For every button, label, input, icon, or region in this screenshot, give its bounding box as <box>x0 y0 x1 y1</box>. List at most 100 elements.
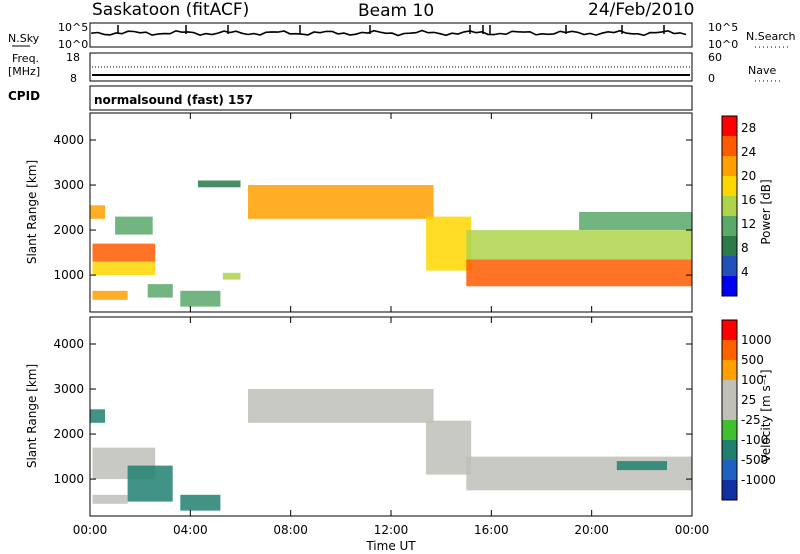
freq-tick-bottom: 8 <box>70 72 77 85</box>
power-y-label: Slant Range [km] <box>25 160 39 264</box>
noise-left-tick-top: 10^5 <box>58 21 88 34</box>
power-echo-region <box>248 185 434 219</box>
power-colorbar-swatch <box>722 176 737 197</box>
velocity-echo-region <box>92 494 128 504</box>
freq-panel: Freq. [MHz] 18 8 60 0 Nave <box>8 51 780 85</box>
velocity-colorbar-swatch <box>722 400 737 421</box>
freq-label-1: Freq. <box>12 52 39 65</box>
velocity-colorbar-tick: -1000 <box>741 473 776 487</box>
x-axis-label: Time UT <box>365 539 416 553</box>
nave-tick-top: 60 <box>708 51 722 64</box>
power-echo-region <box>92 290 128 300</box>
power-y-tick-label: 3000 <box>53 178 84 192</box>
velocity-colorbar: 1000 500 100 25 -25 -100 -500 -1000 <box>721 319 776 501</box>
velocity-colorbar-swatch <box>722 380 737 401</box>
velocity-colorbar-tick: -500 <box>741 453 768 467</box>
velocity-y-tick-label: 3000 <box>53 382 84 396</box>
power-colorbar-swatch <box>722 196 737 217</box>
noise-right-tick-bottom: 10^0 <box>708 38 738 51</box>
power-colorbar-tick: 8 <box>741 241 749 255</box>
power-echo-region <box>579 212 692 230</box>
noise-sky-line <box>91 29 687 37</box>
noise-panel-frame <box>89 22 693 48</box>
noise-trace <box>91 25 687 37</box>
nave-label: Nave <box>748 64 776 77</box>
velocity-colorbar-swatch <box>722 320 737 341</box>
power-y-tick-label: 2000 <box>53 223 84 237</box>
velocity-colorbar-swatch <box>722 480 737 501</box>
power-y-tick-label: 4000 <box>53 133 84 147</box>
power-colorbar-tick: 12 <box>741 217 756 231</box>
velocity-echo-region <box>180 494 221 511</box>
velocity-echo-region <box>90 409 105 423</box>
power-echoes <box>90 180 693 307</box>
x-tick-label: 08:00 <box>273 523 308 537</box>
power-y-axis: 1000 2000 3000 4000 <box>53 133 692 282</box>
freq-panel-frame <box>89 52 693 82</box>
velocity-colorbar-swatch <box>722 360 737 381</box>
x-tick-label: 00:00 <box>675 523 710 537</box>
power-y-tick-label: 1000 <box>53 268 84 282</box>
velocity-panel: 1000 2000 3000 4000 00:00 04:00 08:00 12:00 16:… <box>25 316 776 553</box>
power-colorbar-swatch <box>722 116 737 137</box>
cpid-label: CPID <box>8 89 40 103</box>
velocity-echo-region <box>248 389 434 423</box>
power-echo-region <box>92 261 156 276</box>
velocity-y-tick-label: 2000 <box>53 427 84 441</box>
velocity-colorbar-swatch <box>722 420 737 441</box>
power-colorbar-tick: 4 <box>741 265 749 279</box>
velocity-colorbar-tick: 1000 <box>741 333 772 347</box>
power-echo-region <box>180 290 221 307</box>
power-colorbar-tick: 16 <box>741 193 756 207</box>
beam-title: Beam 10 <box>358 1 434 21</box>
x-tick-label: 16:00 <box>474 523 509 537</box>
velocity-echo-region <box>616 461 667 471</box>
velocity-colorbar-tick: 100 <box>741 373 764 387</box>
date-title: 24/Feb/2010 <box>588 0 694 20</box>
velocity-y-label: Slant Range [km] <box>25 364 39 468</box>
power-echo-region <box>466 259 693 287</box>
power-colorbar-label: Power [dB] <box>759 179 773 244</box>
velocity-echo-region <box>426 420 472 475</box>
power-echo-region <box>90 205 105 219</box>
power-colorbar-swatch <box>722 256 737 277</box>
power-colorbar-tick: 20 <box>741 169 756 183</box>
power-colorbar: 4 8 12 16 20 24 28 <box>721 115 756 297</box>
velocity-colorbar-tick: -100 <box>741 433 768 447</box>
power-colorbar-frame <box>721 115 738 297</box>
nave-tick-bottom: 0 <box>708 72 715 85</box>
x-tick-label: 00:00 <box>73 523 108 537</box>
velocity-colorbar-swatch <box>722 460 737 481</box>
power-colorbar-swatch <box>722 216 737 237</box>
power-echo-region <box>466 230 693 260</box>
x-tick-label: 04:00 <box>173 523 208 537</box>
power-x-axis <box>89 113 693 312</box>
power-colorbar-swatch <box>722 156 737 177</box>
velocity-y-tick-label: 1000 <box>53 472 84 486</box>
velocity-colorbar-swatch <box>722 340 737 361</box>
cpid-value: normalsound (fast) 157 <box>94 93 253 107</box>
velocity-x-axis: 00:00 04:00 08:00 12:00 16:00 20:00 00:00 <box>73 317 710 537</box>
power-echo-region <box>92 243 156 262</box>
power-colorbar-swatch <box>722 276 737 297</box>
velocity-colorbar-frame <box>721 319 738 501</box>
power-echo-region <box>222 272 241 280</box>
x-tick-label: 12:00 <box>374 523 409 537</box>
power-echo-region <box>147 284 173 298</box>
velocity-y-axis: 1000 2000 3000 4000 <box>53 337 692 486</box>
noise-right-tick-top: 10^5 <box>708 21 738 34</box>
noise-right-label: N.Search <box>746 30 796 43</box>
power-colorbar-tick: 28 <box>741 121 756 135</box>
cpid-panel-frame <box>89 85 693 111</box>
velocity-colorbar-tick: 500 <box>741 353 764 367</box>
velocity-colorbar-label: Velocity [m s⁻¹] <box>759 369 773 462</box>
velocity-colorbar-tick: 25 <box>741 393 756 407</box>
noise-left-tick-bottom: 10^0 <box>58 38 88 51</box>
freq-label-2: [MHz] <box>8 65 40 78</box>
x-tick-label: 20:00 <box>574 523 609 537</box>
cpid-panel: CPID normalsound (fast) 157 <box>8 85 693 111</box>
velocity-echoes <box>90 389 693 511</box>
velocity-colorbar-swatch <box>722 440 737 461</box>
freq-tick-top: 18 <box>66 51 80 64</box>
